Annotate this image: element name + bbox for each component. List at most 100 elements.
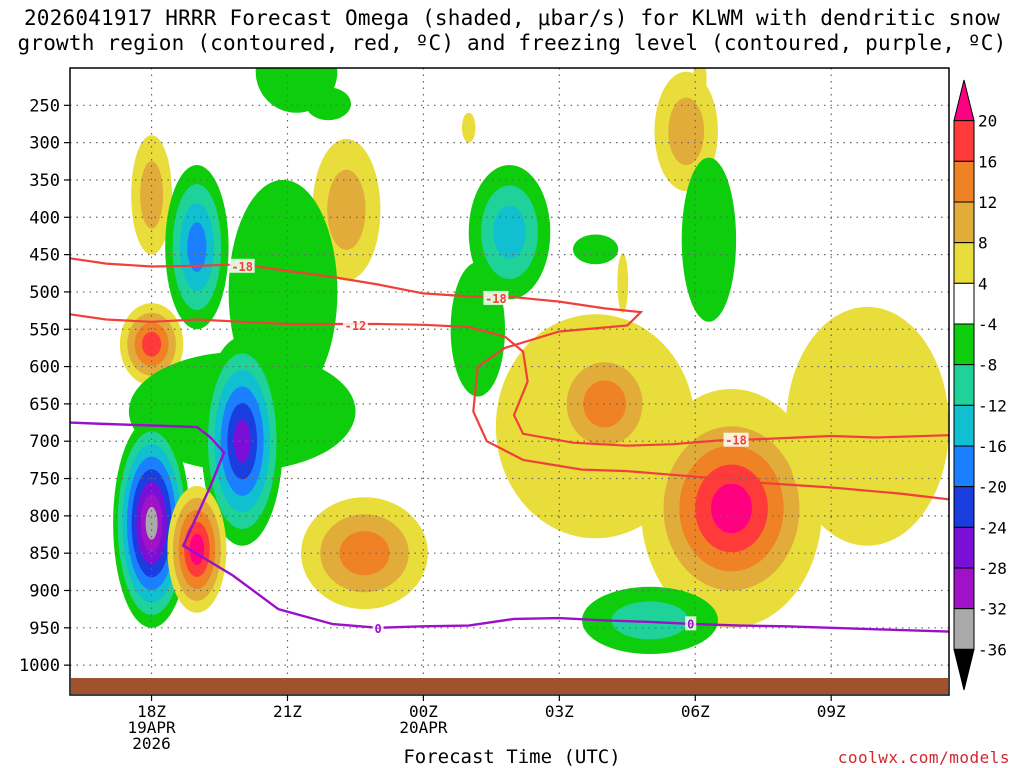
x-tick-label-10-0: 03Z	[545, 702, 574, 721]
freezing-label-1: 0	[685, 616, 697, 631]
credit-link[interactable]: coolwx.com/models	[837, 748, 1010, 767]
colorbar-segment-2	[953, 160, 975, 203]
y-tick-label-800: 800	[29, 507, 60, 527]
freezing-label-1-bg	[685, 616, 697, 631]
x-tick-label-4-0: 21Z	[273, 702, 302, 721]
freezing-label-0: 0	[372, 620, 384, 636]
grid-lines	[70, 68, 949, 695]
omega-region-2-1	[668, 97, 705, 166]
x-tick-label-1-1: 19APR	[127, 718, 176, 737]
dgz-label-2: -12	[342, 317, 368, 333]
y-tick-label-850: 850	[29, 544, 60, 564]
dgz-label-1-bg	[483, 290, 509, 305]
omega-shading	[113, 68, 949, 655]
colorbar-label-12: -32	[978, 600, 1007, 619]
colorbar-label-0: 20	[978, 112, 997, 131]
dgz-label-3-bg	[723, 432, 749, 447]
omega-region-18-5	[233, 419, 251, 463]
colorbar-label-3: 8	[978, 234, 988, 253]
colorbar-segment-13	[953, 608, 975, 650]
dgz-label-1-text: -18	[485, 292, 507, 306]
dgz-label-2-text: -12	[345, 319, 367, 333]
omega-region-5-1	[327, 169, 366, 250]
omega-region-8-0	[617, 253, 629, 313]
colorbar-segment-10	[953, 486, 975, 528]
title-line-2: growth region (contoured, red, ºC) and f…	[17, 31, 1007, 55]
y-tick-label-750: 750	[29, 470, 60, 490]
omega-region-14-0	[681, 157, 737, 322]
colorbar-bottom-triangle	[953, 648, 975, 691]
colorbar-label-5: -4	[978, 315, 997, 334]
colorbar-segment-6	[953, 323, 975, 366]
dgz-label-2-bg	[342, 317, 368, 332]
omega-region-3-0	[693, 68, 707, 102]
y-tick-label-350: 350	[29, 171, 60, 191]
colorbar-segment-12	[953, 567, 975, 610]
x-tick-label-7-0: 00Z	[409, 702, 438, 721]
dgz-label-3: -18	[723, 432, 749, 448]
dgz-label-0-text: -18	[231, 260, 253, 274]
colorbar-segment-7	[953, 364, 975, 406]
dgz-label-3-text: -18	[725, 434, 747, 448]
colorbar-label-4: 4	[978, 274, 988, 293]
omega-region-4-0	[461, 112, 476, 143]
colorbar-segment-5	[953, 282, 975, 325]
y-tick-label-900: 900	[29, 582, 60, 602]
x-tick-label-16-0: 09Z	[817, 702, 846, 721]
freezing-level-contour	[70, 421, 949, 633]
colorbar-top-triangle	[953, 79, 975, 122]
colorbar-segment-1	[953, 120, 975, 162]
omega-region-1-0	[305, 87, 351, 121]
freezing-label-0-text: 0	[374, 622, 381, 636]
colorbar-label-6: -8	[978, 356, 997, 375]
y-tick-label-250: 250	[29, 96, 60, 116]
y-tick-label-300: 300	[29, 134, 60, 154]
colorbar-label-13: -36	[978, 640, 1007, 659]
ground-bar	[71, 678, 948, 694]
x-tick-label-7-1: 20APR	[399, 718, 448, 737]
y-tick-label-650: 650	[29, 395, 60, 415]
colorbar-label-7: -12	[978, 396, 1007, 415]
omega-region-13-0	[572, 234, 619, 265]
y-tick-label-500: 500	[29, 283, 60, 303]
chart-title: 2026041917 HRRR Forecast Omega (shaded, …	[0, 6, 1024, 56]
x-tick-label-1-2: 2026	[132, 734, 171, 753]
y-tick-label-700: 700	[29, 432, 60, 452]
colorbar-label-10: -24	[978, 518, 1007, 537]
freezing-label-1-text: 0	[687, 617, 694, 631]
omega-region-11-2	[493, 205, 526, 259]
omega-region-24-3	[711, 483, 752, 534]
y-axis: 250 300 350 400 450 500 550 600 650 700 750 800 850 9…	[19, 96, 70, 676]
omega-region-25-0	[785, 306, 949, 546]
freezing-label-0-bg	[372, 620, 384, 635]
colorbar-label-9: -20	[978, 478, 1007, 497]
colorbar-label-1: 16	[978, 152, 997, 171]
colorbar: 20 16 12 8 4 -4 -8 -12 -16 -20 -24 -28 -32 -36	[953, 79, 1007, 691]
x-axis-label: Forecast Time (UTC)	[403, 746, 621, 768]
colorbar-label-8: -16	[978, 437, 1007, 456]
omega-region-22-2	[583, 380, 626, 428]
y-tick-label-400: 400	[29, 208, 60, 228]
ground-surface	[71, 678, 948, 694]
plot-frame	[69, 67, 950, 696]
omega-region-9-3	[187, 222, 207, 272]
x-tick-label-1-0: 18Z	[137, 702, 166, 721]
y-tick-label-550: 550	[29, 320, 60, 340]
omega-region-20-2	[339, 531, 390, 576]
y-tick-label-450: 450	[29, 246, 60, 266]
x-tick-label-13-0: 06Z	[681, 702, 710, 721]
y-tick-label-1000: 1000	[19, 656, 60, 676]
omega-region-26-1	[611, 601, 689, 640]
colorbar-segment-3	[953, 201, 975, 244]
dgz-label-1: -18	[483, 290, 509, 306]
contour-lines: -18 -18 -12 -18 0 0	[70, 257, 949, 636]
omega-region-15-3	[142, 331, 162, 357]
colorbar-segment-9	[953, 445, 975, 488]
colorbar-label-2: 12	[978, 193, 997, 212]
omega-region-19-4	[189, 533, 205, 566]
colorbar-label-11: -28	[978, 559, 1007, 578]
y-tick-label-600: 600	[29, 358, 60, 378]
dgz-label-0: -18	[229, 258, 255, 274]
colorbar-segment-8	[953, 404, 975, 447]
